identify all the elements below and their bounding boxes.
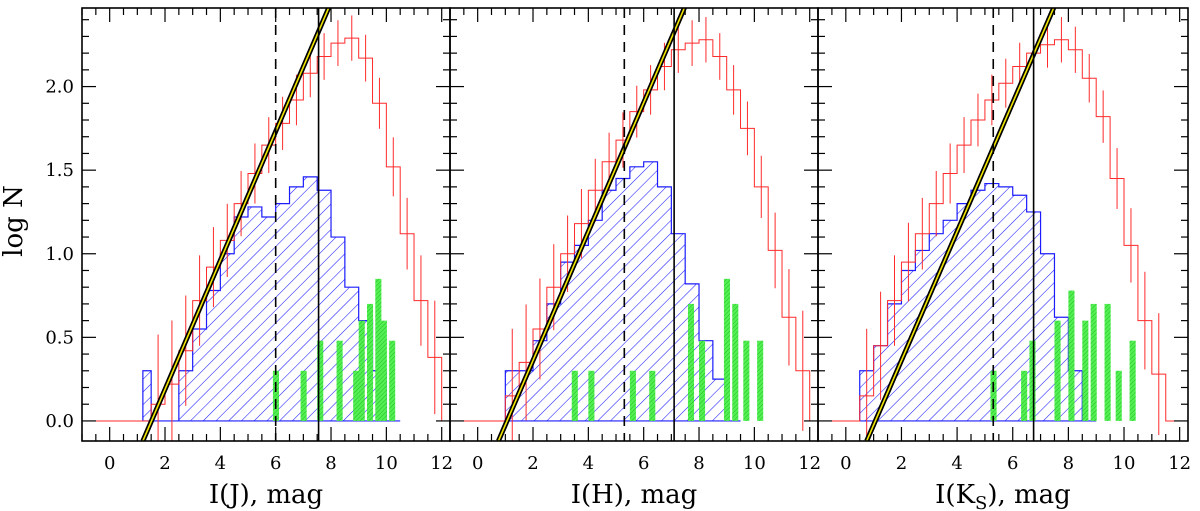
x-tick-label: 2: [896, 453, 907, 474]
green-bar: [588, 370, 595, 421]
x-axis-label: I(J), mag: [209, 480, 323, 510]
x-axis-label: I(KS), mag: [935, 480, 1071, 511]
x-tick-label: 10: [743, 453, 766, 474]
green-bar: [380, 320, 387, 421]
green-bar: [629, 370, 636, 421]
green-bar: [1129, 340, 1136, 421]
x-tick-label: 6: [1007, 453, 1018, 474]
green-bar: [358, 320, 365, 421]
green-bar: [317, 340, 324, 421]
green-bar: [732, 303, 739, 421]
green-bar: [272, 370, 280, 421]
fit-line-inner: [865, 8, 1055, 441]
hatched-histogram: [859, 182, 1097, 422]
green-bar: [1054, 320, 1061, 421]
green-bar: [1104, 303, 1111, 421]
green-bar: [1090, 303, 1097, 421]
panel-ij: 0 2 4 6 8 10 12 0.0 0.5 1.0 1.5 2.0 I(J), mag: [45, 7, 453, 510]
x-tick-label: 0: [472, 453, 483, 474]
green-bar: [743, 340, 750, 421]
x-axis-label-subscript: S: [975, 493, 987, 511]
hatched-histogram: [504, 161, 741, 422]
green-bar: [366, 303, 374, 421]
green-bar: [389, 340, 396, 421]
x-tick-label: 4: [951, 453, 962, 474]
x-tick-label: 10: [375, 453, 398, 474]
x-tick-label: 6: [638, 453, 649, 474]
green-bar: [723, 278, 731, 421]
plot-area: [818, 8, 1188, 441]
x-tick-label: 8: [1063, 453, 1074, 474]
x-axis-label-main: I(J), mag: [209, 480, 323, 510]
all-histogram: [818, 39, 1188, 422]
x-tick-label: 12: [1168, 453, 1191, 474]
all-histogram: [450, 39, 818, 422]
x-axis-label-tail: ), mag: [987, 480, 1070, 510]
green-bar: [757, 340, 764, 421]
green-bar: [990, 370, 997, 421]
x-tick-label: 10: [1113, 453, 1136, 474]
panel-iks: 0 2 4 6 8 10 12 I(KS), mag: [817, 7, 1191, 511]
green-bar: [300, 370, 307, 421]
plot-area: [82, 8, 450, 441]
green-bar: [1021, 370, 1028, 421]
x-axis-label-main: I(K: [935, 480, 975, 510]
green-bar: [649, 370, 656, 421]
plot-area: [450, 8, 818, 441]
x-tick-label: 8: [325, 453, 336, 474]
green-bar: [687, 303, 695, 421]
green-bar: [1029, 340, 1036, 421]
green-bar: [1068, 290, 1075, 421]
x-tick-label: 2: [159, 453, 170, 474]
x-tick-label: 6: [270, 453, 281, 474]
green-bar: [375, 278, 382, 421]
y-axis-label: log N: [0, 185, 29, 257]
green-bar: [1082, 320, 1089, 421]
green-bar: [571, 370, 578, 421]
x-tick-label: 4: [215, 453, 226, 474]
x-tick-label: 8: [693, 453, 704, 474]
x-tick-label: 12: [430, 453, 453, 474]
x-tick-label: 12: [798, 453, 821, 474]
fit-line-inner: [142, 8, 330, 441]
green-bar: [353, 370, 360, 421]
y-tick-label: 0.5: [45, 327, 74, 348]
green-bar: [336, 340, 343, 421]
x-axis-label-main: I(H), mag: [571, 480, 698, 510]
y-tick-label: 1.5: [45, 160, 74, 181]
y-tick-label: 0.0: [45, 411, 74, 432]
green-bar: [699, 340, 706, 421]
x-tick-label: 0: [840, 453, 851, 474]
x-axis-label: I(H), mag: [571, 480, 698, 510]
panel-ih: 0 2 4 6 8 10 12 I(H), mag: [449, 7, 821, 510]
panel-frame: [817, 7, 1189, 442]
y-tick-label: 1.0: [45, 244, 74, 265]
fit-line-inner: [497, 8, 686, 441]
x-tick-label: 2: [527, 453, 538, 474]
x-tick-label: 0: [104, 453, 115, 474]
green-bar: [1115, 370, 1122, 421]
y-tick-label: 2.0: [45, 77, 74, 98]
x-tick-label: 4: [583, 453, 594, 474]
